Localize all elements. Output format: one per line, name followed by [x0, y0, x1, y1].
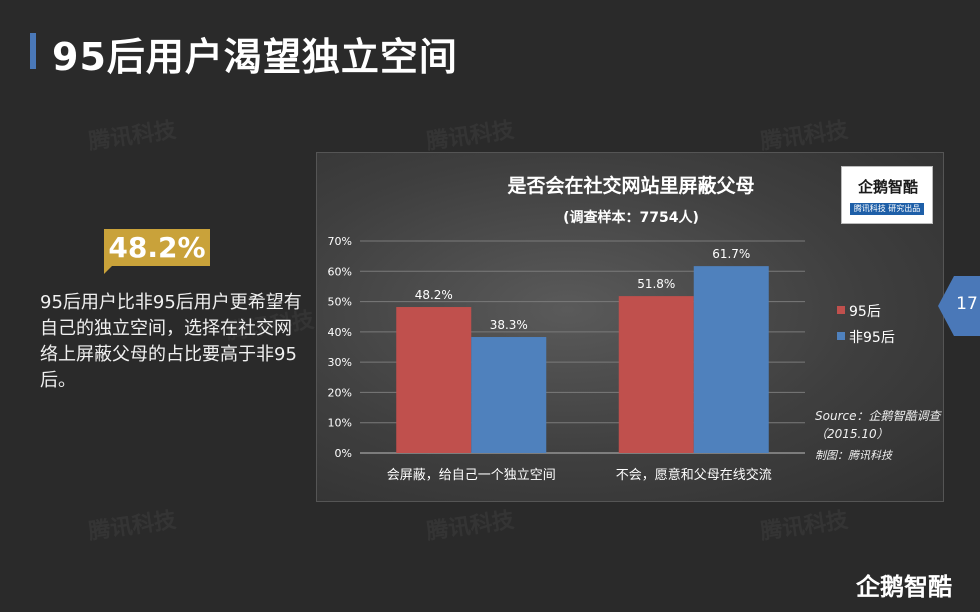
- stat-value: 48.2%: [108, 231, 206, 264]
- chart-credit: 制图：腾讯科技: [815, 449, 892, 462]
- legend-label: 非95后: [849, 330, 895, 346]
- x-tick-label: 会屏蔽，给自己一个独立空间: [387, 468, 556, 483]
- data-label: 38.3%: [490, 318, 528, 332]
- chart-source: Source：企鹅智酷调查 （2015.10）: [815, 407, 940, 443]
- stat-badge-tail: [104, 265, 113, 274]
- bar-chart: 0% 10% 20% 30% 40% 50% 60% 70% 48.2% 38.3% 会屏蔽，给自己…: [328, 235, 805, 483]
- chart-subtitle: (调查样本：7754人): [563, 210, 699, 226]
- page-number: 17: [956, 294, 978, 314]
- y-tick-label: 30%: [328, 356, 352, 369]
- bar: [471, 337, 547, 453]
- chart-logo: 企鹅智酷 腾讯科技 研究出品: [841, 166, 933, 224]
- chart-logo-name: 企鹅智酷: [857, 178, 918, 196]
- page-tab: [938, 276, 980, 336]
- bar: [618, 296, 694, 453]
- stat-badge: 48.2%: [104, 229, 210, 266]
- y-tick-label: 70%: [328, 235, 352, 248]
- source-date: （2015.10）: [815, 427, 889, 441]
- watermark: 腾讯科技: [425, 507, 516, 545]
- y-tick-label: 10%: [328, 417, 352, 430]
- chart-logo-tagline: 腾讯科技 研究出品: [850, 203, 924, 215]
- chart-title: 是否会在社交网站里屏蔽父母: [507, 175, 755, 197]
- watermark: 腾讯科技: [759, 117, 850, 155]
- watermark: 腾讯科技: [425, 117, 516, 155]
- chart-panel: 0% 10% 20% 30% 40% 50% 60% 70% 48.2% 38.3% 会屏蔽，给自己…: [316, 152, 944, 502]
- page-title: 95后用户渴望独立空间: [52, 35, 458, 79]
- watermark: 腾讯科技: [87, 507, 178, 545]
- x-tick-label: 不会，愿意和父母在线交流: [616, 467, 772, 483]
- bar: [693, 266, 769, 453]
- data-label: 48.2%: [415, 288, 453, 302]
- y-tick-label: 0%: [335, 447, 352, 460]
- y-tick-label: 50%: [328, 296, 352, 309]
- data-label: 61.7%: [712, 247, 750, 261]
- y-tick-label: 20%: [328, 386, 352, 399]
- source-text: Source：企鹅智酷调查: [815, 409, 941, 423]
- data-label: 51.8%: [637, 277, 675, 291]
- title-accent-bar: [30, 33, 36, 69]
- legend-label: 95后: [849, 304, 881, 320]
- legend-swatch: [837, 332, 845, 340]
- watermark: 腾讯科技: [759, 507, 850, 545]
- legend-swatch: [837, 306, 845, 314]
- footer-logo: 企鹅智酷: [856, 573, 952, 601]
- y-tick-label: 40%: [328, 326, 352, 339]
- bar: [396, 307, 472, 453]
- callout-description: 95后用户比非95后用户更希望有自己的独立空间，选择在社交网络上屏蔽父母的占比要…: [40, 292, 302, 391]
- y-tick-label: 60%: [328, 265, 352, 278]
- watermark: 腾讯科技: [87, 117, 178, 155]
